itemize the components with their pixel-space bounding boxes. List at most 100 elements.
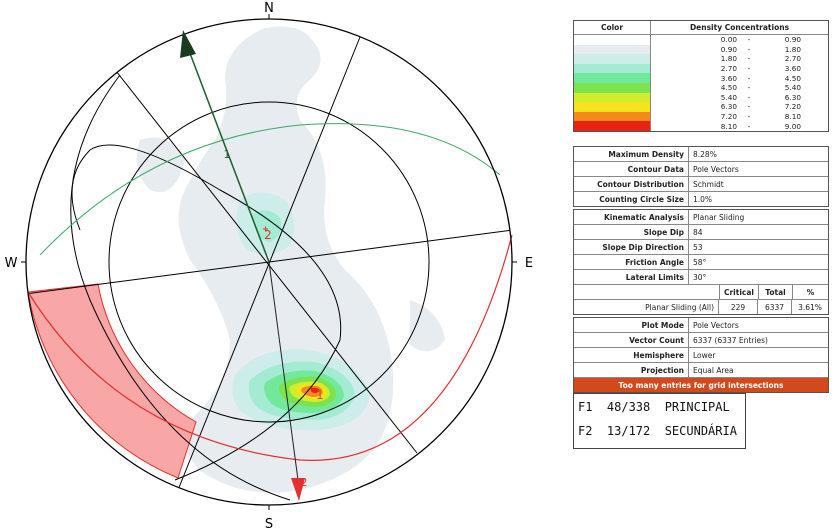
legend-swatches: [574, 35, 651, 131]
plot-info-row: Vector Count 6337 (6337 Entries): [574, 332, 828, 347]
legend-swatch: [574, 102, 650, 112]
friction-cone-circle: [39, 123, 501, 256]
plot-info-value: Pole Vectors: [693, 320, 739, 330]
kinematic-label: Slope Dip: [574, 225, 689, 239]
kinematic-row: Kinematic Analysis Planar Sliding: [574, 210, 828, 224]
legend-range: 3.60- 4.50: [651, 73, 828, 83]
legend-range-high: 0.90: [784, 35, 801, 45]
contour-info-label: Contour Distribution: [574, 177, 689, 191]
joint-set-1: F1 48/338 PRINCIPAL: [578, 400, 730, 414]
kinematic-row: Lateral Limits 30°: [574, 269, 828, 284]
plot-info-value: Lower: [693, 350, 716, 360]
contour-info-row: Contour Data Pole Vectors: [574, 161, 828, 176]
legend-range-low: 3.60: [720, 73, 737, 83]
great-circle-arc-2: [71, 144, 342, 481]
contour-info-row: Counting Circle Size 1.0%: [574, 191, 828, 206]
legend-range-low: 6.30: [720, 102, 737, 112]
legend-range-low: 2.70: [720, 64, 737, 74]
legend-range-high: 5.40: [784, 83, 801, 93]
density-legend: Color Density Concentrations 0.00-0.90 0.…: [573, 20, 829, 132]
plot-info-value: Equal Area: [693, 365, 734, 375]
legend-range-high: 4.50: [784, 73, 801, 83]
trend-vector-2: [268, 261, 305, 501]
plot-info-label: Projection: [574, 363, 689, 377]
legend-range: 0.90- 1.80: [651, 45, 828, 55]
legend-range-high: 3.60: [784, 64, 801, 74]
contour-info-label: Maximum Density: [574, 147, 689, 161]
kinematic-value: Planar Sliding: [693, 212, 745, 222]
legend-range-high: 8.10: [784, 112, 801, 122]
compass-west: W: [5, 256, 18, 271]
legend-range-dash: -: [747, 73, 751, 83]
legend-swatch: [574, 82, 650, 93]
legend-range-high: 2.70: [784, 54, 801, 64]
legend-range-low: 0.90: [720, 44, 737, 54]
plot-info-row: Projection Equal Area: [574, 362, 828, 377]
compass-south: S: [265, 517, 273, 531]
pole-marker-1: [263, 226, 268, 232]
contour-info-value: 8.28%: [693, 149, 717, 159]
contour-info-label: Contour Data: [574, 162, 689, 176]
legend-swatch: [574, 54, 650, 64]
kinematic-value: 58°: [693, 257, 707, 267]
legend-range-high: 1.80: [784, 44, 801, 54]
compass-east: E: [525, 256, 533, 271]
legend-range-low: 8.10: [720, 121, 737, 131]
legend-range-high: 6.30: [784, 92, 801, 102]
legend-range-dash: -: [747, 102, 751, 112]
trend-vector-1: [180, 30, 270, 263]
legend-color-header: Color: [574, 21, 651, 34]
results-critical-header: Critical: [720, 285, 759, 299]
legend-range: 4.50- 5.40: [651, 83, 828, 93]
grid-warning: Too many entries for grid intersections: [574, 377, 828, 392]
kinematic-label: Lateral Limits: [574, 270, 689, 284]
legend-swatch: [574, 92, 650, 103]
kinematic-row: Slope Dip Direction 53: [574, 239, 828, 254]
set-marker-1: 1: [316, 388, 324, 402]
legend-range: 2.70- 3.60: [651, 64, 828, 74]
contour-info-row: Maximum Density 8.28%: [574, 147, 828, 161]
critical-zone: [27, 283, 197, 479]
contour-info-table: Maximum Density 8.28% Contour Data Pole Vec…: [573, 146, 829, 207]
kinematic-value: 30°: [693, 272, 707, 282]
compass-ticks: [21, 14, 517, 510]
joint-sets-box: F1 48/338 PRINCIPAL F2 13/172 SECUNDÁRIA: [573, 393, 746, 449]
plot-info-row: Plot Mode Pole Vectors: [574, 318, 828, 332]
legend-range-low: 7.20: [720, 112, 737, 122]
stereonet-plot: N S E W 1 2 2 1: [5, 1, 534, 531]
legend-range: 8.10- 9.00: [651, 121, 828, 131]
kinematic-label: Slope Dip Direction: [574, 240, 689, 254]
legend-range-high: 7.20: [784, 102, 801, 112]
kinematic-value: 84: [693, 227, 703, 237]
legend-swatch: [574, 35, 650, 45]
legend-range-dash: -: [747, 92, 751, 102]
plot-info-label: Vector Count: [574, 333, 689, 347]
legend-swatch: [574, 63, 650, 74]
results-percent-header: %: [806, 287, 815, 297]
friction-circle: [108, 101, 430, 423]
contour-info-label: Counting Circle Size: [574, 192, 689, 206]
joint-set-2: F2 13/172 SECUNDÁRIA: [578, 424, 737, 438]
results-critical: 229: [719, 300, 758, 314]
contour-info-row: Contour Distribution Schmidt: [574, 176, 828, 191]
contour-info-value: 1.0%: [693, 194, 713, 204]
vector-label-2: 2: [301, 476, 308, 489]
contour-info-value: Pole Vectors: [693, 164, 739, 174]
legend-range-dash: -: [747, 44, 751, 54]
kinematic-row: Friction Angle 58°: [574, 254, 828, 269]
legend-swatch: [574, 44, 650, 55]
plot-info-row: Hemisphere Lower: [574, 347, 828, 362]
results-name: Planar Sliding (All): [574, 300, 719, 314]
results-total: 6337: [758, 300, 792, 314]
slope-plane-circle: [27, 234, 513, 461]
legend-swatch: [574, 73, 650, 83]
vector-label-1: 1: [224, 148, 231, 161]
legend-range-dash: -: [747, 121, 751, 131]
contour-info-value: Schmidt: [693, 179, 724, 189]
legend-swatch: [574, 121, 650, 131]
kinematic-table: Kinematic Analysis Planar Sliding Slope Di…: [573, 209, 829, 315]
results-row: Planar Sliding (All) 229 6337 3.61%: [574, 299, 828, 314]
legend-range-low: 5.40: [720, 92, 737, 102]
great-circle-arc-1: [70, 74, 291, 501]
plot-info-label: Plot Mode: [574, 318, 689, 332]
